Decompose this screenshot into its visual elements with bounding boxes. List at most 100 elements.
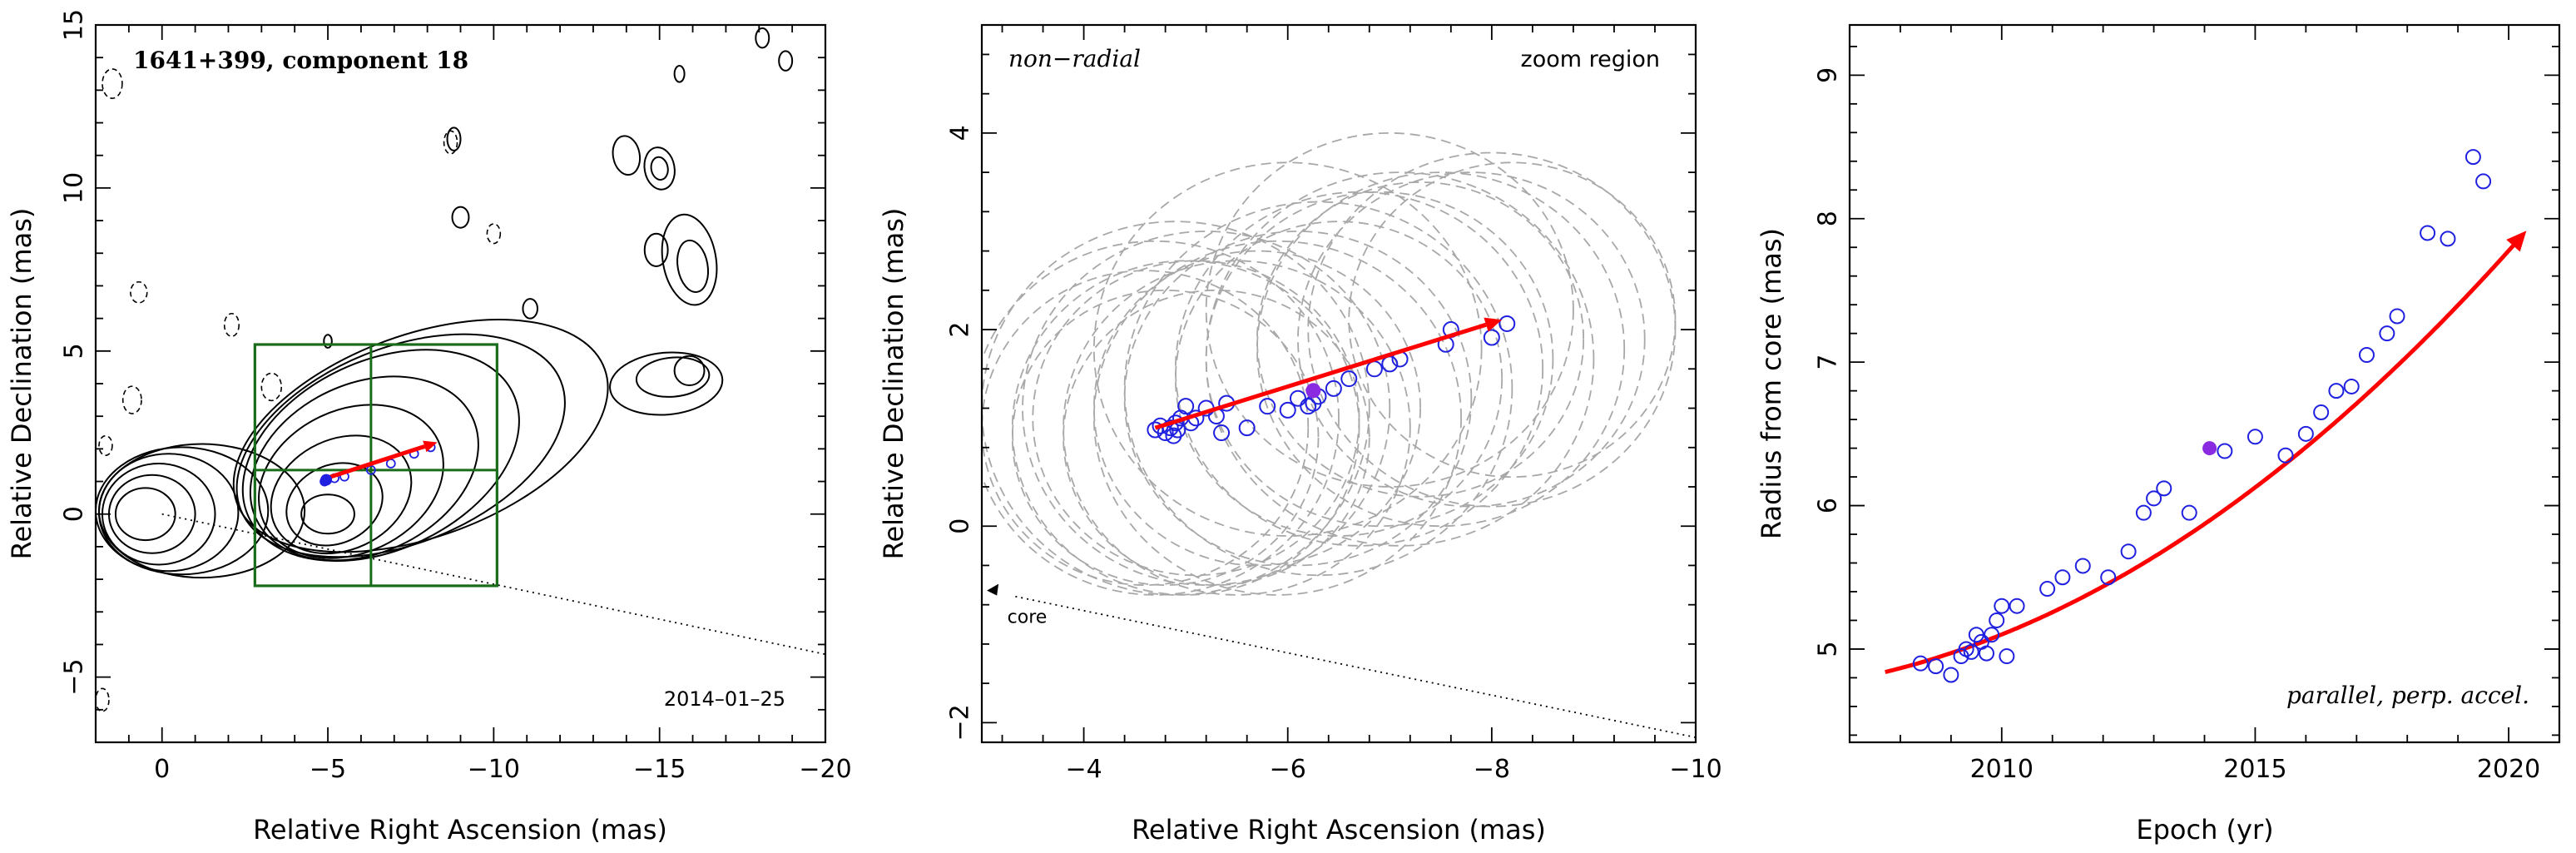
y-tick-label: 15 [60,9,89,41]
p1-zoom-label: zoom region [1521,47,1660,72]
p2-ylabel: Radius from core (mas) [1756,228,1787,539]
x-tick-label: −15 [633,755,686,784]
p1-core-label: core [1008,608,1048,628]
negative-contour-line [96,687,110,712]
contour-line [97,443,306,579]
p2-axis-ticks: 2010 2015 2020 5 6 7 8 9 [1814,25,2560,784]
data-point [1259,398,1276,415]
contour-line [673,64,686,83]
p0-date-label: 2014–01–25 [664,687,785,711]
fit-curve-arrowhead [2506,231,2527,252]
data-point [1365,360,1383,378]
x-tick-label: −8 [1474,755,1510,784]
data-point [2146,490,2162,507]
data-point [2297,425,2314,442]
panel-zoom-region: −4 −6 −8 −10 −2 0 2 4 non−radial zoom region co… [878,23,1722,846]
data-point [2358,347,2375,364]
data-point [1289,389,1306,407]
data-point [2420,225,2436,241]
data-point [1238,419,1256,437]
data-point [2328,383,2345,399]
data-point [1989,612,2005,628]
highlight-point [2202,441,2217,456]
p2-annotation: parallel, perp. accel. [2286,682,2529,709]
zoom-box [253,343,498,588]
contour-line [635,356,711,398]
data-point [2156,480,2172,497]
contour-line [650,156,669,181]
error-circle [1123,201,1513,577]
highlight-point [1305,383,1321,399]
data-point [1928,658,1944,675]
negative-contour-line [130,280,148,304]
contour-line [232,319,609,553]
error-circle [1032,260,1360,577]
data-point [1177,398,1195,415]
direction-line [1012,595,1696,738]
data-point [2217,443,2233,459]
data-point [2054,569,2071,586]
motion-arrow-head [423,440,438,453]
error-circle [1174,221,1503,537]
data-point [2313,404,2330,420]
contour-line [235,333,566,558]
p1-ylabel: Relative Declination (mas) [878,208,909,560]
p2-xlabel: Epoch (yr) [2136,814,2273,846]
data-point [2120,543,2137,560]
error-circle [1092,161,1483,537]
error-circle [1205,171,1595,547]
error-circle [1205,191,1554,528]
error-circle [1205,131,1574,488]
negative-contour-line [223,312,240,337]
contour-line [258,404,444,559]
contour-line [661,213,718,306]
error-circle [1256,181,1585,498]
p0-title: 1641+399, component 18 [133,47,468,74]
contour-line [643,146,676,191]
contour-line [643,232,669,267]
error-circle [1297,171,1646,508]
contour-line [107,474,196,554]
data-point [1912,655,1929,672]
error-circle [1011,289,1320,586]
contour-line [96,446,270,576]
p2-frame [1848,23,2561,744]
x-tick-label: −5 [310,755,346,784]
error-circle [1063,260,1411,596]
data-point [2277,447,2294,464]
p1-axis-ticks: −4 −6 −8 −10 −2 0 2 4 [946,25,1722,784]
data-point [1279,401,1296,419]
motion-arrow-shaft [320,444,426,482]
p1-plot-area [982,131,1696,738]
data-point [1162,419,1179,437]
y-tick-label: 4 [946,125,975,141]
data-point [2475,173,2492,190]
y-tick-label: 0 [946,518,975,534]
y-tick-label: −5 [60,659,89,696]
error-circle [1123,231,1473,567]
contour-line [755,27,770,49]
x-tick-label: 0 [154,755,170,784]
negative-contour-line [443,130,458,155]
contour-line [300,493,355,535]
contour-line [446,126,462,151]
motion-arrow-shaft [1154,322,1487,430]
p1-xlabel: Relative Right Ascension (mas) [1132,814,1546,846]
data-point [1483,329,1500,346]
x-tick-label: −10 [468,755,520,784]
data-point [1984,627,2000,643]
data-point [2440,231,2456,247]
contour-line [673,355,706,386]
motion-arrow-head [1484,317,1503,332]
error-circle [1022,231,1391,586]
negative-contour-line [486,223,502,245]
p1-nonradial-label: non−radial [1008,45,1141,72]
error-circle [1174,191,1544,547]
p0-frame [94,23,827,744]
contour-line [451,206,470,229]
y-tick-label: 10 [60,172,89,204]
y-tick-label: −2 [946,704,975,741]
component-point [385,459,396,469]
data-point [2389,308,2405,325]
